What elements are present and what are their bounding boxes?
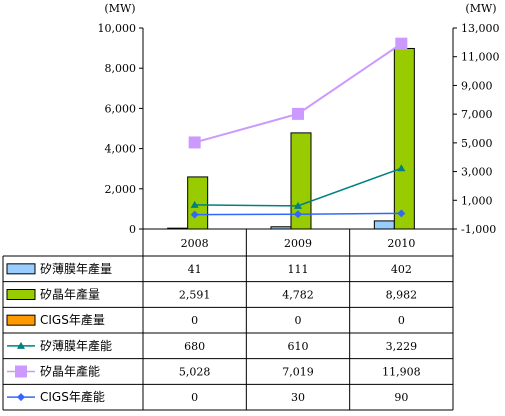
table-cell: 5,028 <box>179 366 211 379</box>
marker-diamond <box>294 210 302 219</box>
marker-triangle <box>397 164 406 172</box>
row-label: 矽薄膜年產能 <box>40 338 112 353</box>
left-tick-label: 2,000 <box>105 183 137 196</box>
left-tick-label: 4,000 <box>105 143 137 156</box>
right-tick-label: 5,000 <box>461 137 493 150</box>
table-cell: 0 <box>191 314 198 327</box>
table-cell: 7,019 <box>282 366 314 379</box>
row-label: 矽晶年產能 <box>40 364 100 379</box>
table-cell: 41 <box>188 263 202 276</box>
marker-square <box>188 136 201 149</box>
marker-diamond <box>17 393 25 402</box>
table-cell: 4,782 <box>282 289 314 302</box>
bar <box>187 176 209 230</box>
left-tick-label: 6,000 <box>105 102 137 115</box>
marker-diamond <box>397 209 406 218</box>
table-cell: 3,229 <box>386 340 418 353</box>
right-tick-label: 11,000 <box>461 51 500 64</box>
table-cell: 610 <box>288 340 309 353</box>
marker-square <box>292 107 304 120</box>
marker-diamond <box>190 210 199 219</box>
marker-triangle <box>190 200 199 208</box>
category-label: 2008 <box>181 237 209 250</box>
left-tick-label: 10,000 <box>98 22 137 35</box>
table-cell: 8,982 <box>386 289 418 302</box>
row-label: 矽晶年產量 <box>40 287 100 302</box>
legend-key-bar <box>6 289 36 300</box>
row-label: CIGS年產量 <box>40 312 105 327</box>
right-tick-label: 9,000 <box>461 79 493 92</box>
table-cell: 402 <box>391 263 412 276</box>
bar <box>393 47 415 230</box>
marker-triangle <box>17 341 25 349</box>
right-tick-label: 7,000 <box>461 108 493 121</box>
table-cell: 30 <box>291 391 305 404</box>
category-label: 2010 <box>387 237 415 250</box>
legend-key-bar <box>6 263 36 275</box>
table-cell: 0 <box>295 314 302 327</box>
table-cell: 90 <box>394 391 408 404</box>
series-line <box>194 42 402 144</box>
table-cell: 0 <box>398 314 405 327</box>
marker-square <box>15 365 27 378</box>
marker-triangle <box>294 201 302 209</box>
legend-key-bar <box>6 314 36 326</box>
table-cell: 11,908 <box>382 366 421 379</box>
left-axis-unit: (MW) <box>104 2 135 15</box>
table-cell: 2,591 <box>179 289 211 302</box>
right-tick-label: 13,000 <box>461 22 500 35</box>
table-cell: 0 <box>191 391 198 404</box>
table-cell: 680 <box>184 340 205 353</box>
row-label: CIGS年產能 <box>40 389 105 404</box>
right-tick-label: -1,000 <box>461 223 496 236</box>
bar <box>373 220 395 230</box>
left-tick-label: 0 <box>129 223 136 236</box>
table-cell: 111 <box>288 263 309 276</box>
category-label: 2009 <box>284 237 312 250</box>
row-label: 矽薄膜年產量 <box>40 261 112 276</box>
left-tick-label: 8,000 <box>105 62 137 75</box>
right-tick-label: 1,000 <box>461 194 493 207</box>
marker-square <box>395 37 408 50</box>
right-axis-unit: (MW) <box>465 2 496 15</box>
right-tick-label: 3,000 <box>461 166 493 179</box>
